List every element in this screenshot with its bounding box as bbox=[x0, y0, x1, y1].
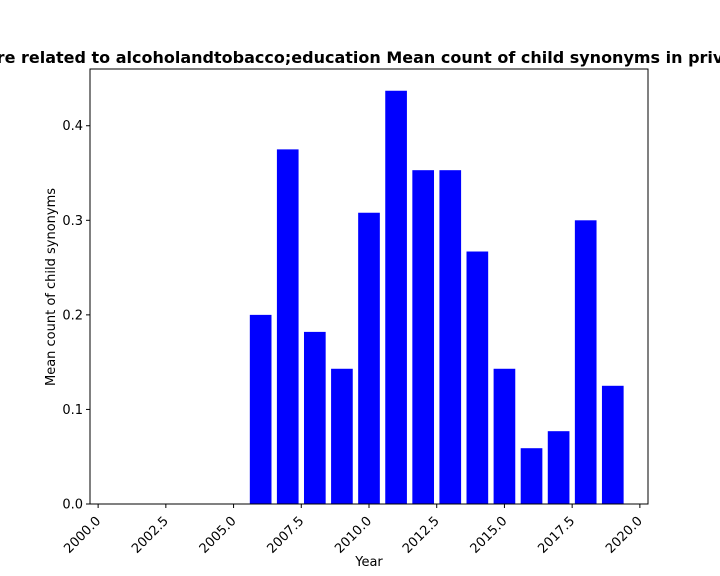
bar-2014 bbox=[466, 251, 489, 504]
bar-2008 bbox=[303, 331, 326, 504]
chart-title: re related to alcoholandtobacco;educatio… bbox=[0, 48, 720, 67]
x-axis-ticks: 2000.0 2002.5 2005.0 2007.5 2010.0 2012.5 2015… bbox=[61, 504, 646, 557]
bar-2017 bbox=[547, 431, 570, 504]
x-tick-label: 2020.0 bbox=[603, 514, 646, 557]
x-tick-label: 2012.5 bbox=[400, 514, 443, 557]
x-tick-label: 2015.0 bbox=[468, 514, 511, 557]
bar-2011 bbox=[385, 90, 407, 504]
bar-2018 bbox=[574, 220, 597, 504]
bar-2007 bbox=[276, 149, 299, 504]
y-tick-label: 0.3 bbox=[62, 214, 83, 229]
bar-2013 bbox=[439, 170, 462, 504]
y-axis-label: Mean count of child synonyms bbox=[44, 188, 59, 386]
y-tick-label: 0.4 bbox=[62, 119, 83, 134]
bars-group bbox=[249, 90, 624, 504]
bar-2006 bbox=[249, 314, 272, 504]
y-tick-label: 0.2 bbox=[62, 308, 83, 323]
x-tick-label: 2002.5 bbox=[129, 514, 172, 557]
x-axis-label: Year bbox=[354, 555, 383, 570]
x-tick-label: 2010.0 bbox=[332, 514, 375, 557]
x-tick-label: 2017.5 bbox=[535, 514, 578, 557]
bar-2012 bbox=[412, 170, 435, 504]
bar-2010 bbox=[358, 212, 380, 504]
bar-2016 bbox=[520, 448, 543, 504]
y-tick-label: 0.0 bbox=[62, 498, 83, 513]
x-tick-label: 2000.0 bbox=[61, 514, 104, 557]
bar-2009 bbox=[331, 368, 353, 504]
bar-2019 bbox=[601, 385, 624, 504]
bar-2015 bbox=[493, 368, 516, 504]
x-tick-label: 2005.0 bbox=[197, 514, 240, 557]
y-axis-ticks: 0.0 0.1 0.2 0.3 0.4 bbox=[62, 119, 90, 513]
y-tick-label: 0.1 bbox=[62, 403, 83, 418]
x-tick-label: 2007.5 bbox=[265, 514, 308, 557]
